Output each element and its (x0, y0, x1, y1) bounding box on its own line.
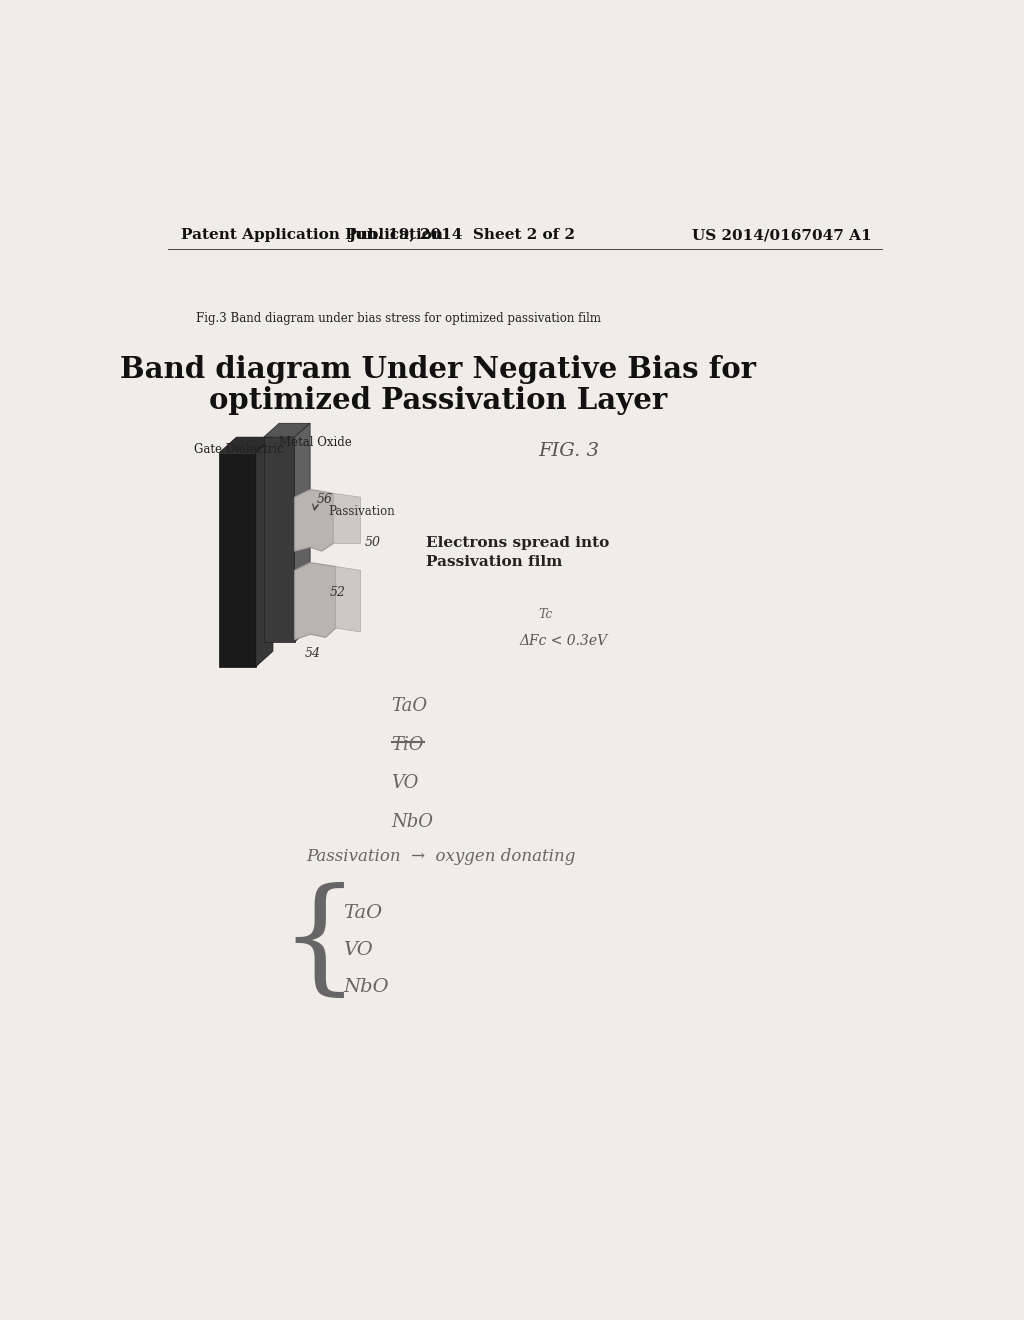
Text: optimized Passivation Layer: optimized Passivation Layer (209, 387, 667, 416)
Polygon shape (334, 494, 360, 544)
Text: Band diagram Under Negative Bias for: Band diagram Under Negative Bias for (120, 355, 756, 384)
Text: Jun. 19, 2014  Sheet 2 of 2: Jun. 19, 2014 Sheet 2 of 2 (348, 228, 574, 243)
Text: VO: VO (391, 775, 419, 792)
Text: 50: 50 (365, 536, 380, 549)
Text: Fig.3 Band diagram under bias stress for optimized passivation film: Fig.3 Band diagram under bias stress for… (197, 313, 601, 326)
Text: Electrons spread into
Passivation film: Electrons spread into Passivation film (426, 536, 609, 569)
Text: 52: 52 (330, 586, 345, 599)
Polygon shape (256, 437, 273, 667)
Text: Passivation: Passivation (328, 506, 394, 517)
Text: NbO: NbO (343, 978, 389, 995)
Text: Passivation  →  oxygen donating: Passivation → oxygen donating (306, 847, 575, 865)
Text: Tc: Tc (539, 609, 553, 622)
Text: ΔFc < 0.3eV: ΔFc < 0.3eV (519, 635, 607, 648)
Polygon shape (263, 424, 310, 437)
Polygon shape (336, 566, 360, 632)
Text: Metal Oxide: Metal Oxide (280, 436, 352, 449)
Text: TiO: TiO (391, 737, 424, 754)
Text: TaO: TaO (343, 904, 383, 921)
Text: 54: 54 (305, 647, 321, 660)
Polygon shape (263, 437, 295, 642)
Polygon shape (295, 562, 336, 640)
Text: {: { (280, 883, 359, 1005)
Text: Patent Application Publication: Patent Application Publication (180, 228, 442, 243)
Text: US 2014/0167047 A1: US 2014/0167047 A1 (692, 228, 872, 243)
Text: Gate Dielectric: Gate Dielectric (194, 444, 284, 457)
Text: 56: 56 (316, 494, 333, 507)
Text: VO: VO (343, 941, 373, 958)
Text: FIG. 3: FIG. 3 (539, 442, 600, 459)
Polygon shape (219, 437, 273, 453)
Polygon shape (295, 490, 334, 552)
Text: NbO: NbO (391, 813, 433, 830)
Text: TaO: TaO (391, 697, 428, 715)
Polygon shape (219, 453, 256, 667)
Polygon shape (295, 424, 310, 642)
